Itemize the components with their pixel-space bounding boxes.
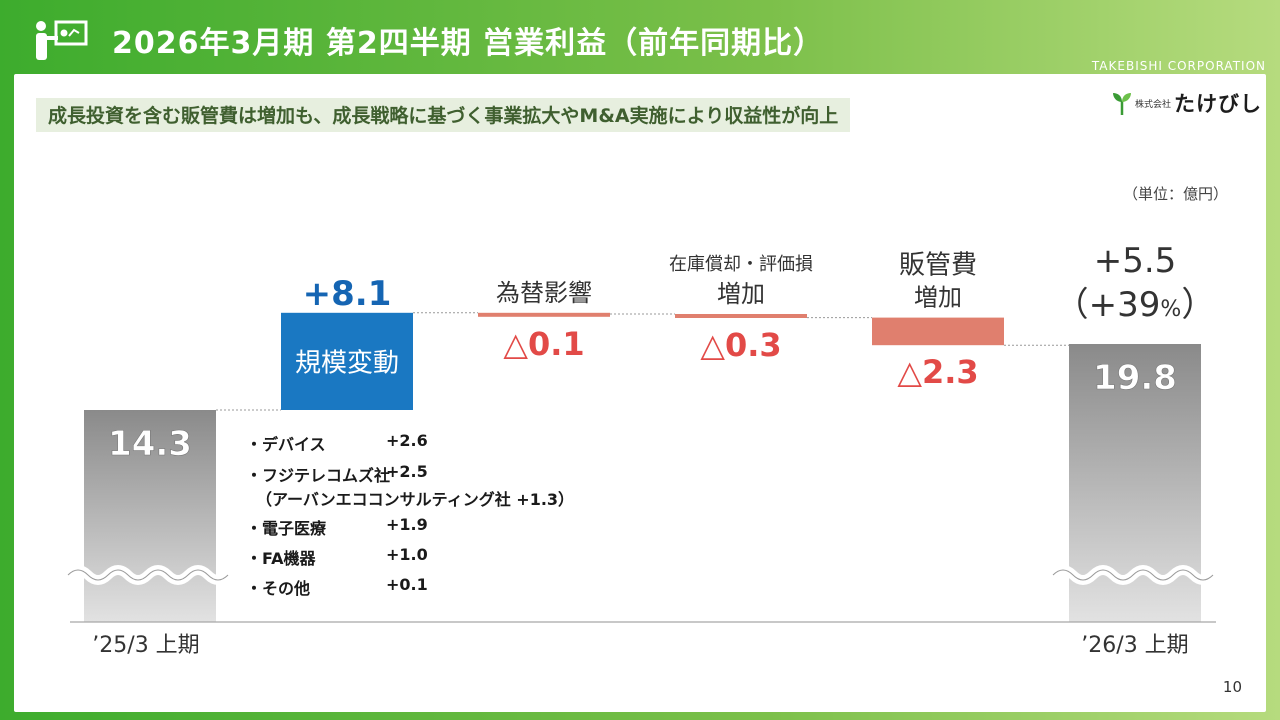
breakdown-name: ・電子医療 [246,519,327,538]
breakdown-name: ・FA機器 [246,549,316,568]
bar-decrease [872,317,1004,346]
breakdown-value: +1.9 [386,515,428,534]
bar-inner-label: 規模変動 [295,348,399,378]
bar-category-label: 増加 [717,280,765,308]
bar-total [84,410,216,622]
presenter-icon [36,20,88,60]
breakdown-note: （アーバンエココンサルティング社 +1.3） [256,490,575,509]
breakdown-value: +1.0 [386,545,428,564]
content-panel [14,74,1266,712]
breakdown-name: ・フジテレコムズ社 [246,466,391,485]
unit-label: （単位：億円） [1122,185,1228,203]
axis-break-line [67,569,229,581]
sprout-icon [1113,93,1131,115]
breakdown-value: +2.5 [386,462,428,481]
bar-value-label: △0.1 [503,325,584,363]
x-tick-label: ’25/3 上期 [92,633,199,658]
page-title: 2026年3月期 第2四半期 営業利益（前年同期比） [112,26,825,61]
x-tick-label: ’26/3 上期 [1081,633,1188,658]
company-logo: 株式会社 たけびし [1112,90,1262,116]
breakdown-value: +0.1 [386,575,428,594]
page-number: 10 [1222,678,1242,696]
bar-value-label: △2.3 [897,353,978,391]
breakdown-value: +2.6 [386,431,428,450]
bar-decrease [675,314,807,318]
logo-name: たけびし [1174,92,1263,116]
bar-increase [281,312,413,410]
bar-category-label: 増加 [914,284,962,312]
bar-value-label: △0.3 [700,326,781,364]
bar-decrease [478,312,610,317]
total-change-label: +5.5 [1094,241,1177,281]
logo-prefix: 株式会社 [1135,99,1172,110]
slide-subtitle: 成長投資を含む販管費は増加も、成長戦略に基づく事業拡大やM&A実施により収益性が… [36,98,851,132]
bar-category-label: 販管費 [899,251,977,281]
breakdown-name: ・デバイス [246,435,326,454]
bar-value-label: +8.1 [303,274,392,314]
axis-break-line [1052,569,1214,581]
bar-value-label: 14.3 [108,424,192,464]
bar-value-label: 19.8 [1093,358,1177,398]
bar-category-label: 為替影響 [496,279,592,307]
total-change-pct-label: （+39%） [1055,285,1216,325]
bar-category-label: 在庫償却・評価損 [669,254,813,275]
corporation-name: TAKEBISHI CORPORATION [1091,59,1266,73]
breakdown-name: ・その他 [246,579,311,598]
